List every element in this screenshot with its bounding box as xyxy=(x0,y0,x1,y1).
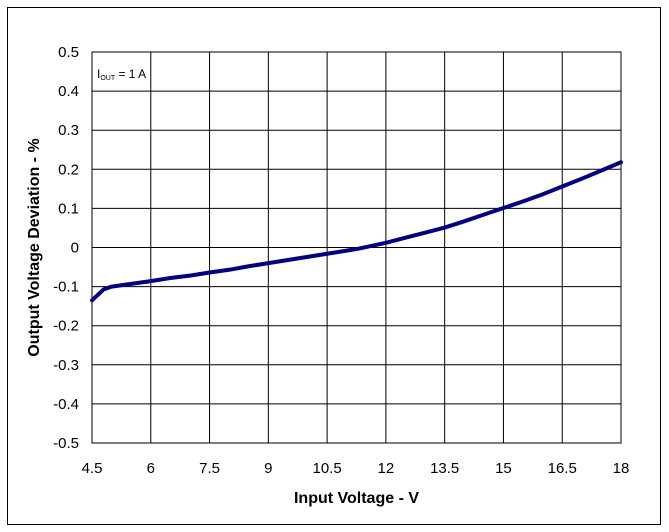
plot-area xyxy=(91,51,622,444)
y-tick-label: -0.1 xyxy=(53,279,79,296)
x-tick-label: 7.5 xyxy=(199,460,220,477)
chart-frame xyxy=(7,7,661,525)
y-tick-label: 0.2 xyxy=(58,161,79,178)
y-tick-label: 0.4 xyxy=(58,83,79,100)
x-axis-title: Input Voltage - V xyxy=(294,490,419,507)
y-tick-label: 0.3 xyxy=(58,122,79,139)
x-tick-label: 10.5 xyxy=(313,460,342,477)
y-axis-ticks: 0.5 0.4 0.3 0.2 0.1 0 -0.1 -0.2 -0.3 -0.4 -0.5 xyxy=(53,44,79,452)
y-tick-label: 0 xyxy=(71,240,79,257)
annotation-subscript: OUT xyxy=(100,75,116,82)
y-tick-label: -0.3 xyxy=(53,357,79,374)
x-tick-label: 12 xyxy=(378,460,395,477)
annotation-rest: = 1 A xyxy=(115,67,146,81)
series-line xyxy=(90,160,623,303)
x-tick-label: 13.5 xyxy=(430,460,459,477)
series-group xyxy=(90,160,623,303)
y-tick-label: -0.4 xyxy=(53,396,79,413)
x-tick-label: 18 xyxy=(613,460,630,477)
x-axis-ticks: 4.5 6 7.5 9 10.5 12 13.5 15 16.5 18 xyxy=(82,460,630,477)
y-tick-label: -0.2 xyxy=(53,318,79,335)
y-axis-title: Output Voltage Deviation - % xyxy=(26,138,43,356)
x-tick-label: 6 xyxy=(147,460,155,477)
y-tick-label: 0.5 xyxy=(58,44,79,61)
y-tick-label: -0.5 xyxy=(53,435,79,452)
x-tick-label: 4.5 xyxy=(82,460,103,477)
x-tick-label: 16.5 xyxy=(548,460,577,477)
annotation-iout: IOUT = 1 A xyxy=(97,67,146,82)
x-tick-label: 9 xyxy=(264,460,272,477)
y-tick-label: 0.1 xyxy=(58,200,79,217)
x-tick-label: 15 xyxy=(495,460,512,477)
annotation-main: I xyxy=(97,67,100,81)
